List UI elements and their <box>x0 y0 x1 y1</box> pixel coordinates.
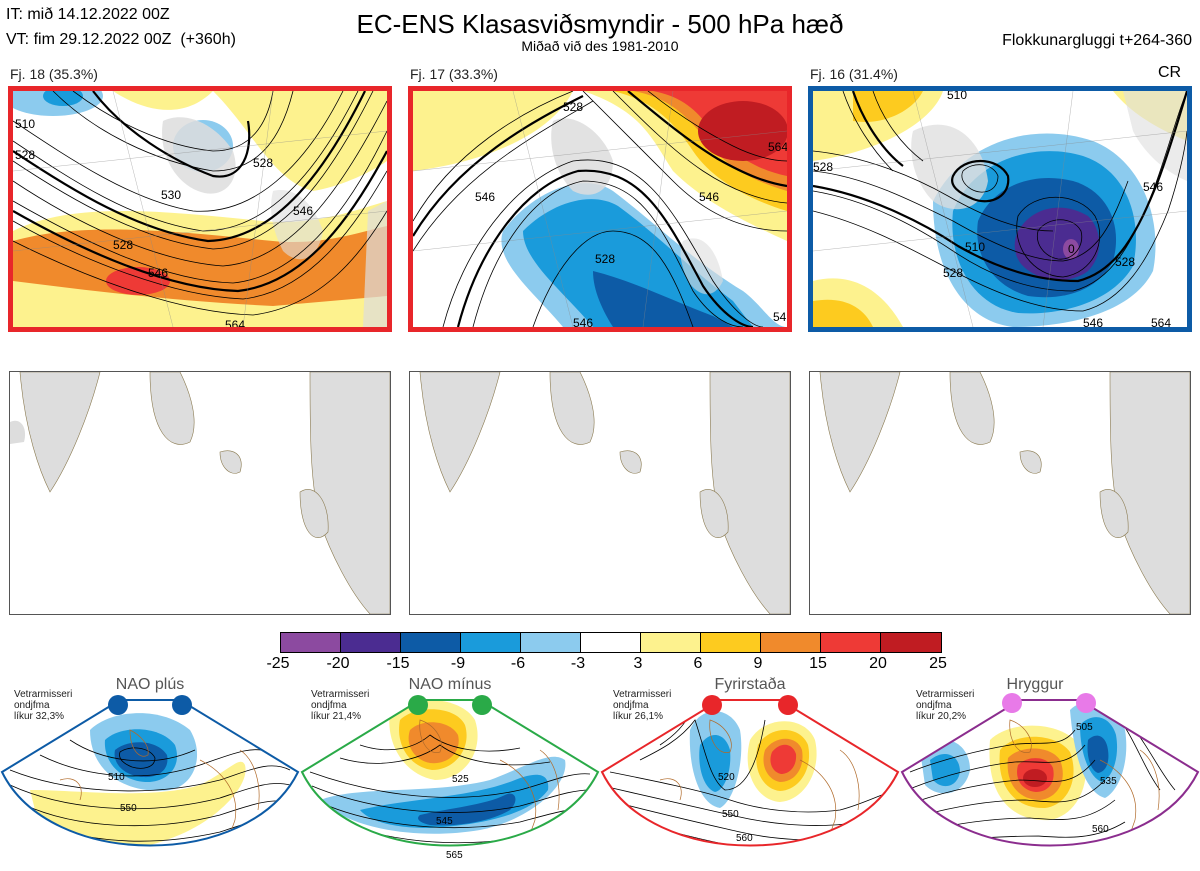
contour-label: 546 <box>148 266 168 280</box>
colorbar-swatch <box>641 633 701 652</box>
contour-label: 550 <box>120 803 137 814</box>
colorbar-tick: -15 <box>386 655 410 672</box>
contour-label: 546 <box>773 310 787 324</box>
colorbar-swatch <box>821 633 881 652</box>
contour-label: 546 <box>699 190 719 204</box>
cluster-1-map[interactable]: 510 528 530 546 528 546 564 528 <box>8 86 392 332</box>
page-subtitle: Miðað við des 1981-2010 <box>521 38 679 54</box>
contour-label: 528 <box>813 160 833 174</box>
colorbar-swatch <box>881 633 941 652</box>
regime-3-dot <box>778 695 798 715</box>
regime-3-map[interactable]: 520 550 560 <box>600 690 900 871</box>
colorbar-swatch <box>461 633 521 652</box>
colorbar-swatch <box>701 633 761 652</box>
cluster-1-label: Fj. 18 (35.3%) <box>10 66 98 82</box>
contour-label: 525 <box>452 774 469 785</box>
contour-label: 528 <box>943 266 963 280</box>
regime-3-title: Fyrirstaða <box>714 676 786 693</box>
regime-1-map[interactable]: 510 550 <box>0 690 300 871</box>
regime-4-title: Hryggur <box>1006 676 1064 693</box>
regime-1-info: Vetrarmisseri ondjfma líkur 32,3% <box>14 689 73 722</box>
contour-label: 528 <box>113 238 133 252</box>
regime-2-title: NAO mínus <box>408 676 492 693</box>
contour-label: 564 <box>1151 316 1171 327</box>
contour-label: 530 <box>161 188 181 202</box>
initial-time: IT: mið 14.12.2022 00Z <box>6 6 170 23</box>
empty-map-1 <box>9 371 391 615</box>
colorbar-tick: -6 <box>510 655 526 672</box>
contour-label: 560 <box>736 833 753 844</box>
regime-2-info: Vetrarmisseri ondjfma líkur 21,4% <box>311 689 370 722</box>
colorbar-tick: -3 <box>570 655 586 672</box>
contour-label: 510 <box>15 117 35 131</box>
regime-1-dot <box>172 695 192 715</box>
contour-label: 550 <box>722 809 739 820</box>
contour-label: 520 <box>718 772 735 783</box>
colorbar-swatch <box>281 633 341 652</box>
contour-label: 528 <box>15 148 35 162</box>
cluster-3-map[interactable]: 510 528 510 528 546 528 546 564 0 <box>808 86 1192 332</box>
contour-label: 560 <box>1092 824 1109 835</box>
contour-label: 546 <box>1143 180 1163 194</box>
colorbar-tick: 20 <box>869 655 887 672</box>
contour-label: 546 <box>475 190 495 204</box>
regime-4-dot <box>1076 693 1096 713</box>
colorbar-swatch <box>761 633 821 652</box>
empty-map-2 <box>409 371 791 615</box>
contour-label: 0 <box>1068 242 1075 256</box>
contour-label: 528 <box>1115 255 1135 269</box>
classification-window: Flokkunargluggi t+264-360 <box>1002 32 1192 49</box>
regime-2-dot <box>408 695 428 715</box>
contour-label: 545 <box>436 816 453 827</box>
cluster-2-map[interactable]: 528 546 546 528 546 564 546 <box>408 86 792 332</box>
contour-label: 564 <box>225 318 245 327</box>
contour-label: 528 <box>253 156 273 170</box>
colorbar-tick: -9 <box>450 655 466 672</box>
cluster-3-label: Fj. 16 (31.4%) <box>810 66 898 82</box>
contour-label: 535 <box>1100 776 1117 787</box>
contour-label: 510 <box>108 772 125 783</box>
regime-4-info: Vetrarmisseri ondjfma líkur 20,2% <box>916 689 975 722</box>
contour-label: 546 <box>573 316 593 327</box>
regime-2-dot <box>472 695 492 715</box>
page-title: EC-ENS Klasasviðsmyndir - 500 hPa hæð <box>356 9 844 39</box>
contour-label: 564 <box>768 140 787 154</box>
colorbar-swatch <box>341 633 401 652</box>
colorbar-tick: 6 <box>693 655 703 672</box>
regime-3-dot <box>702 695 722 715</box>
regime-4-dot <box>1002 693 1022 713</box>
colorbar-tick: -20 <box>326 655 350 672</box>
regime-3-info: Vetrarmisseri ondjfma líkur 26,1% <box>613 689 672 722</box>
colorbar-swatch <box>521 633 581 652</box>
colorbar-tick: 25 <box>929 655 947 672</box>
regime-1-dot <box>108 695 128 715</box>
contour-label: 528 <box>595 252 615 266</box>
regime-4-map[interactable]: 505 535 560 <box>900 690 1200 871</box>
colorbar-swatch <box>401 633 461 652</box>
colorbar-tick: -25 <box>266 655 290 672</box>
contour-label: 546 <box>293 204 313 218</box>
contour-label: 528 <box>563 100 583 114</box>
regime-1-title: NAO plús <box>115 676 185 693</box>
colorbar-tick: 3 <box>633 655 643 672</box>
empty-map-3 <box>809 371 1191 615</box>
colorbar-tick: 9 <box>753 655 763 672</box>
colorbar-tick: 15 <box>809 655 827 672</box>
contour-label: 510 <box>947 91 967 102</box>
contour-label: 510 <box>965 240 985 254</box>
contour-label: 565 <box>446 850 463 861</box>
valid-time: VT: fim 29.12.2022 00Z (+360h) <box>6 31 236 48</box>
contour-label: 505 <box>1076 722 1093 733</box>
corner-tag: CR <box>1158 64 1182 81</box>
regime-2-map[interactable]: 525 545 565 <box>300 690 600 871</box>
anomaly-colorbar <box>280 632 942 653</box>
colorbar-swatch <box>581 633 641 652</box>
contour-label: 546 <box>1083 316 1103 327</box>
cluster-2-label: Fj. 17 (33.3%) <box>410 66 498 82</box>
